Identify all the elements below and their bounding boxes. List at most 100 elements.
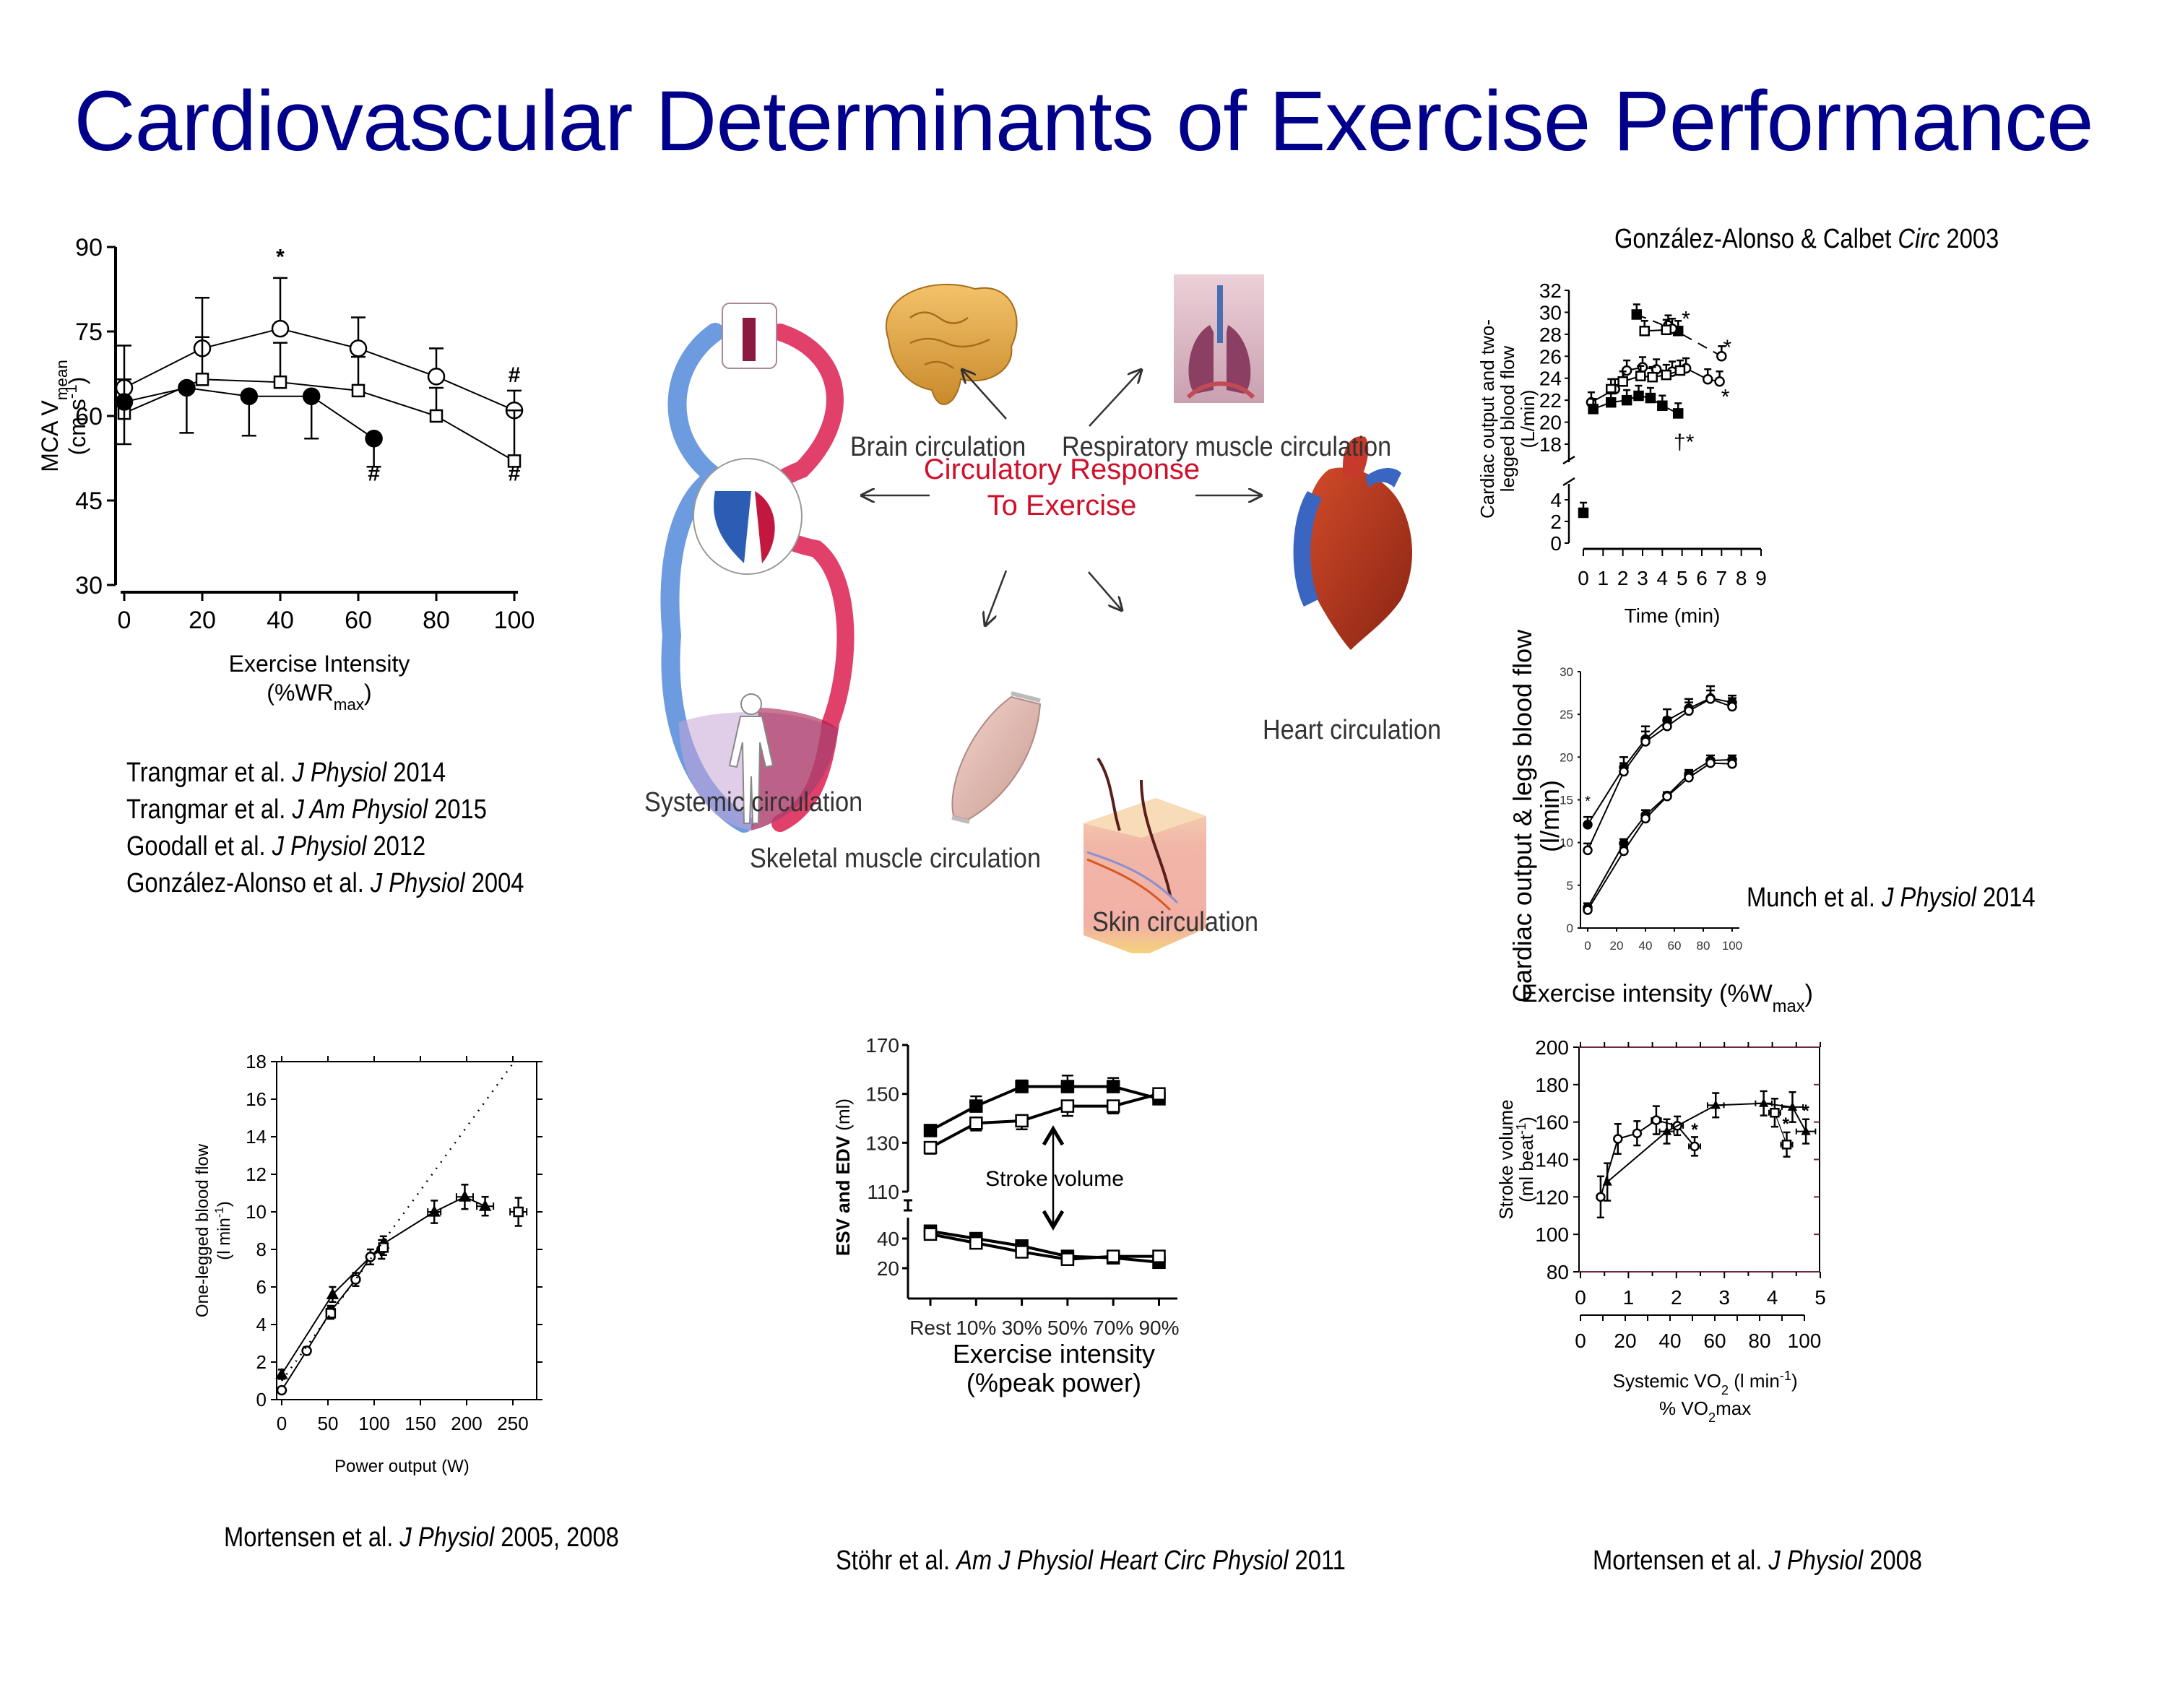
x-tick-label: 200	[451, 1413, 482, 1434]
y-axis-label: ESV and EDV (ml)	[832, 1098, 854, 1256]
data-point-leg-flow-filled-square	[1672, 408, 1684, 419]
citation-gonzalez-2003: González-Alonso & Calbet Circ 2003	[1614, 224, 1999, 254]
y-tick-label: 20	[1539, 412, 1562, 434]
series-line-legs-flow-filled	[1587, 758, 1733, 909]
series-line-open-circle	[1599, 1119, 1695, 1197]
data-point-open-circle	[276, 1384, 287, 1396]
data-point-EDV-filled	[1060, 1080, 1075, 1093]
y-axis-label: Stroke volume	[1495, 1099, 1517, 1219]
data-point-leg-flow-filled-square	[1606, 396, 1617, 408]
x-tick-label: 5	[1677, 567, 1688, 589]
y-axis-label-3: (L/min)	[1517, 390, 1539, 448]
data-point-filled-circle	[178, 378, 196, 397]
data-point-EDV-filled	[969, 1099, 983, 1113]
significance-marker: *	[1723, 336, 1731, 360]
data-point-filled-triangle	[1787, 1101, 1798, 1111]
data-point-heat-open-square	[1639, 326, 1650, 337]
citation-year: 2004	[464, 868, 524, 898]
y-tick-label: 90	[75, 234, 103, 261]
center-label-line2: To Exercise	[987, 490, 1137, 521]
data-point-cardiac-output-open-circle	[1702, 373, 1713, 385]
x-tick-label: 20	[189, 607, 216, 634]
citation-munch-2014: Munch et al. J Physiol 2014	[1747, 883, 2036, 913]
data-point-filled-circle	[240, 387, 259, 405]
data-point-filled-circle	[115, 393, 134, 411]
circulatory-diagram: Circulatory Response To Exercise Brain c…	[636, 260, 1488, 957]
data-point-EDV-open	[1152, 1087, 1166, 1101]
x-tick-label: 100	[1722, 939, 1742, 953]
data-point-EDV-filled	[1015, 1080, 1029, 1093]
data-point-leg-flow-filled-square	[1588, 404, 1599, 415]
mortensen-sv-chart-svg: 80 100 120 140 160 180 200 0 1 2 3 4 5 0 20 40 60 80 100 Sy…	[1495, 1036, 1826, 1425]
citation-authors: Trangmar et al.	[126, 794, 293, 825]
data-point-legs-flow-open	[1727, 759, 1737, 769]
diagram-arrows	[862, 370, 1261, 625]
y-tick-label: 170	[865, 1034, 899, 1057]
data-point-ESV-open	[1060, 1252, 1075, 1266]
y-tick-label: 28	[1539, 324, 1562, 346]
mca-chart-svg: 30 45 60 75 90 0 20 40 60 80 100 Exercise Intensity…	[37, 234, 535, 714]
citations-top-left: Trangmar et al. J Physiol 2014 Trangmar e…	[126, 755, 589, 902]
circulatory-diagram-svg	[660, 274, 1412, 957]
citation-year: 2014	[386, 758, 446, 788]
data-point-open-square	[507, 454, 522, 468]
series-line-open-square	[1774, 1112, 1788, 1145]
y-axis-label: Cardiac output & legs blood flow	[1508, 629, 1537, 1002]
lungs-illustration	[1174, 274, 1264, 403]
y-tick-label: 0	[1567, 922, 1573, 935]
x-tick-label-2: 40	[1658, 1330, 1681, 1352]
x-tick-label: 0	[118, 607, 131, 634]
y-tick-label: 22	[1539, 389, 1562, 412]
citation-mortensen-2005-2008: Mortensen et al. J Physiol 2005, 2008	[224, 1522, 619, 1553]
significance-marker: *	[1721, 386, 1730, 409]
arrow-head-up-icon	[1042, 1125, 1065, 1146]
data-point-filled-circle	[365, 429, 383, 448]
y-tick-label: 2	[1550, 511, 1562, 533]
data-point-filled-circle	[302, 387, 321, 405]
significance-marker: *	[276, 245, 285, 269]
series-line-legs-flow-open	[1587, 762, 1733, 911]
x-tick-label: 60	[345, 607, 372, 634]
x-tick-label: 7	[1716, 567, 1728, 589]
data-point-open-circle	[365, 1252, 376, 1262]
x-tick-label: 10%	[956, 1317, 996, 1339]
citation-authors: Goodall et al.	[126, 831, 272, 862]
significance-marker: †*	[1674, 430, 1695, 454]
y-tick-label: 8	[256, 1239, 267, 1260]
x-tick-label: 250	[497, 1413, 528, 1434]
x-tick-label: 5	[1815, 1286, 1826, 1309]
stohr-chart-svg: 20 40 110 130 150 170 Rest 10% 30% 50% 70% 90%Exerc…	[832, 1034, 1180, 1397]
mortensen-stroke-volume-chart: 80 100 120 140 160 180 200 0 1 2 3 4 5 0 20 40 60 80 100 Sy…	[1481, 1033, 1986, 1538]
x-tick-label: 0	[1578, 567, 1589, 589]
x-tick-label: 0	[277, 1413, 287, 1434]
citation-journal: J Physiol	[370, 868, 465, 898]
x-axis-label-2: (%peak power)	[966, 1368, 1141, 1397]
data-point-open-square	[1770, 1107, 1780, 1118]
stohr-esv-edv-chart: 20 40 110 130 150 170 Rest 10% 30% 50% 70% 90% Exerc…	[831, 1033, 1322, 1538]
data-point-leg-flow-filled-square	[1621, 394, 1632, 406]
mortensen-flow-chart-svg: 0 2 4 6 8 10 12 14 16 18 0 50 100 150 200 250 Power outp…	[193, 1051, 542, 1476]
data-point-EDV-open	[1060, 1099, 1075, 1113]
data-point-ESV-open	[1015, 1245, 1029, 1259]
data-point-cardiac-output-filled	[1583, 820, 1593, 830]
y-tick-label: 40	[877, 1228, 899, 1250]
significance-marker: *	[1682, 308, 1690, 331]
data-point-leg-flow-filled-square	[1645, 392, 1656, 404]
x-axis-label-2: (%WRmax)	[267, 680, 371, 714]
systemic-circulation-illustration	[660, 303, 855, 833]
data-point-cardiac-output-open	[1705, 694, 1716, 704]
significance-marker: *	[1691, 1120, 1698, 1140]
x-axis-label: Power output (W)	[334, 1457, 470, 1476]
x-tick-label: 1	[1623, 1286, 1635, 1309]
plot-frame	[276, 1061, 537, 1400]
data-point-EDV-open	[1015, 1114, 1029, 1128]
brain-illustration	[886, 283, 1018, 405]
arrow-head-down-icon	[1042, 1210, 1065, 1231]
data-point-EDV-open	[923, 1140, 938, 1155]
data-point-open-square	[378, 1242, 389, 1253]
citation-authors: Trangmar et al.	[126, 758, 293, 788]
x-tick-label: 90%	[1138, 1317, 1179, 1339]
series-line-ESV-filled	[930, 1229, 1159, 1264]
data-point-filled-triangle	[478, 1200, 492, 1211]
